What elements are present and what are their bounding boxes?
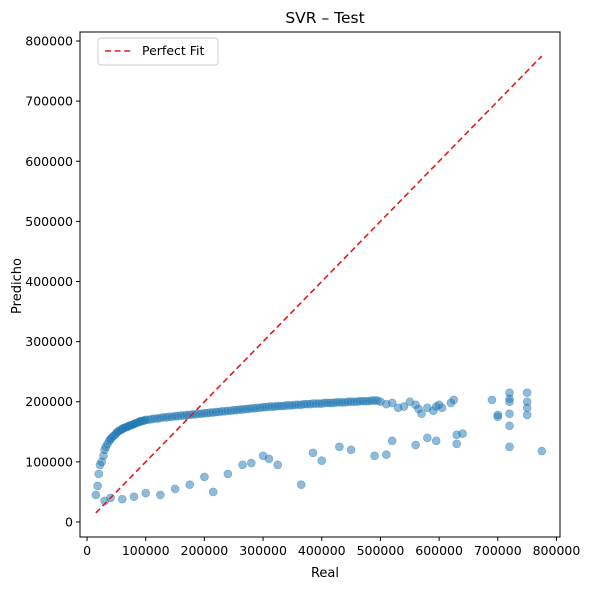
y-tick-label: 400000 <box>25 274 73 289</box>
x-tick-label: 800000 <box>533 543 581 558</box>
legend-label-perfect-fit: Perfect Fit <box>142 43 205 58</box>
scatter-point <box>296 480 306 490</box>
scatter-points <box>91 388 547 506</box>
y-tick-label: 800000 <box>25 34 73 49</box>
scatter-point <box>346 445 356 455</box>
scatter-point <box>458 429 467 438</box>
scatter-point <box>264 454 274 464</box>
y-tick-label: 0 <box>65 514 73 529</box>
scatter-point <box>185 480 195 490</box>
x-tick-label: 500000 <box>357 543 405 558</box>
scatter-point <box>449 395 459 405</box>
y-tick-label: 100000 <box>25 454 73 469</box>
legend: Perfect Fit <box>97 37 219 66</box>
scatter-point <box>247 458 256 468</box>
scatter-point <box>91 490 101 500</box>
scatter-point <box>522 410 532 420</box>
scatter-point <box>93 481 102 491</box>
chart-title: SVR – Test <box>285 9 364 27</box>
scatter-point <box>537 446 547 456</box>
scatter-point <box>141 488 151 498</box>
scatter-point <box>522 388 532 398</box>
legend-box <box>97 37 219 66</box>
y-tick-label: 200000 <box>25 394 73 409</box>
scatter-point <box>129 492 139 502</box>
scatter-point <box>522 403 532 413</box>
y-tick-label: 500000 <box>25 214 73 229</box>
y-axis-ticks: 0 100000 200000 300000 400000 500000 600000 700… <box>25 34 80 529</box>
scatter-point <box>370 451 379 461</box>
scatter-point <box>411 440 420 450</box>
scatter-point <box>94 469 104 479</box>
scatter-point <box>431 436 441 446</box>
scatter-point <box>223 469 233 479</box>
scatter-point <box>308 448 318 458</box>
x-tick-label: 200000 <box>181 543 229 558</box>
y-tick-label: 700000 <box>25 94 73 109</box>
scatter-point <box>117 494 127 504</box>
y-tick-label: 600000 <box>25 154 73 169</box>
scatter-point <box>505 388 514 398</box>
perfect-fit-line <box>95 55 543 514</box>
x-tick-label: 600000 <box>415 543 463 558</box>
scatter-point <box>493 412 503 422</box>
scatter-point <box>200 472 209 482</box>
x-tick-label: 700000 <box>474 543 522 558</box>
x-tick-label: 400000 <box>298 543 346 558</box>
scatter-point <box>505 409 514 419</box>
scatter-point <box>335 442 344 452</box>
scatter-point <box>437 403 447 413</box>
plot-area-frame <box>79 31 561 538</box>
scatter-point <box>273 460 283 470</box>
scatter-point <box>208 487 218 497</box>
x-axis-ticks: 0 100000 200000 300000 400000 500000 600000 700… <box>83 537 580 558</box>
scatter-point <box>156 490 165 500</box>
scatter-point <box>452 439 462 449</box>
scatter-point <box>399 402 409 411</box>
x-tick-label: 100000 <box>122 543 170 558</box>
scatter-point <box>387 436 397 446</box>
x-tick-label: 300000 <box>239 543 287 558</box>
scatter-point <box>505 421 514 431</box>
scatter-point <box>487 395 497 405</box>
y-tick-label: 300000 <box>25 334 73 349</box>
x-tick-label: 0 <box>83 543 91 558</box>
scatter-point <box>382 450 391 459</box>
scatter-point <box>423 433 432 443</box>
scatter-point <box>170 484 180 494</box>
scatter-point <box>387 398 397 408</box>
scatter-point <box>417 409 426 419</box>
x-axis-label: Real <box>311 566 339 581</box>
scatter-point <box>317 456 327 465</box>
scatter-point <box>505 397 514 407</box>
y-axis-label: Predicho <box>10 258 25 314</box>
scatter-point <box>505 442 514 452</box>
scatter-point <box>238 460 247 470</box>
